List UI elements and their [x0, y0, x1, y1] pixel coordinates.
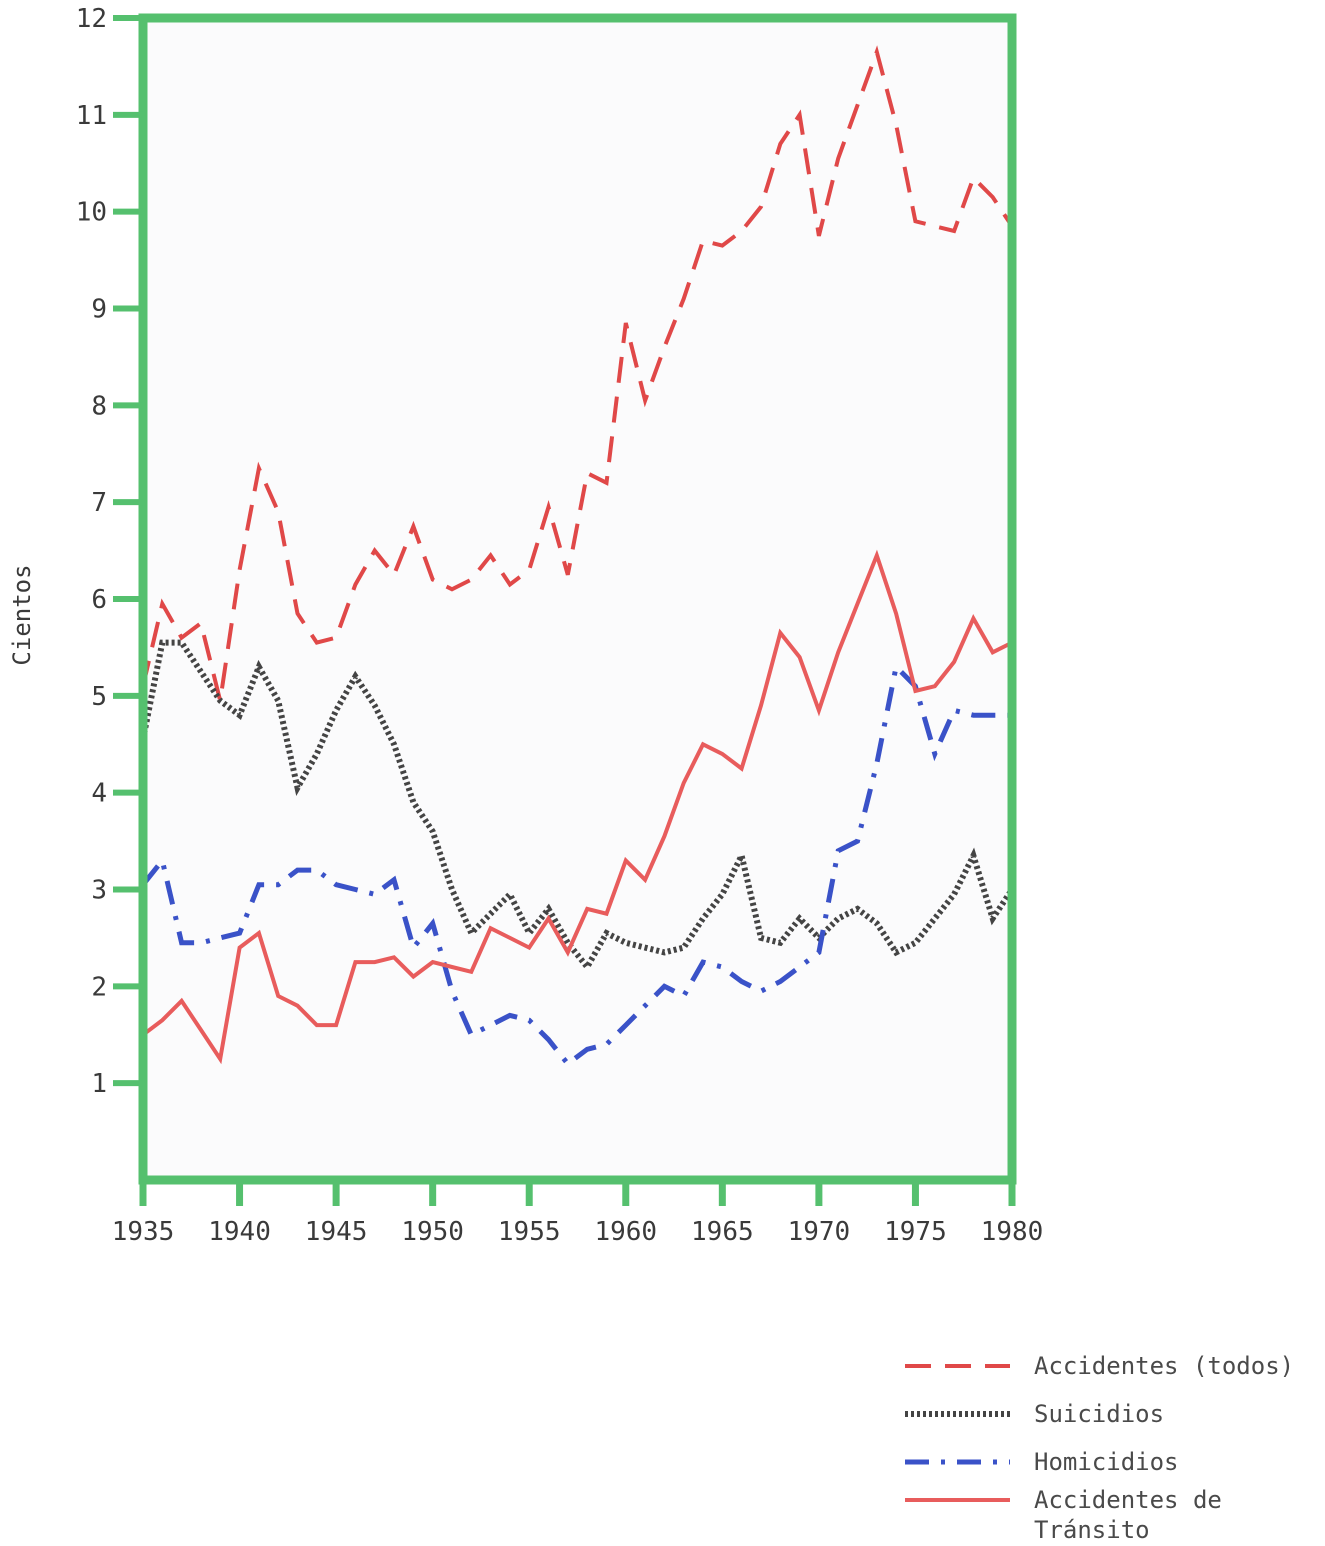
y-tick-label: 8 — [91, 391, 107, 421]
legend-label: Accidentes de Tránsito — [1034, 1486, 1222, 1544]
y-tick-label: 1 — [91, 1069, 107, 1099]
y-tick-label: 10 — [76, 198, 107, 228]
y-tick-label: 5 — [91, 682, 107, 712]
y-tick-label: 6 — [91, 585, 107, 615]
x-tick-label: 1935 — [112, 1217, 175, 1247]
x-tick-label: 1945 — [305, 1217, 368, 1247]
legend-label: Suicidios — [1034, 1400, 1164, 1428]
y-axis-label: Cientos — [8, 564, 36, 665]
legend-label: Homicidios — [1034, 1448, 1179, 1476]
x-tick-label: 1940 — [208, 1217, 271, 1247]
plot-area — [143, 18, 1012, 1180]
legend-label: Accidentes (todos) — [1034, 1352, 1294, 1380]
x-tick-label: 1950 — [401, 1217, 464, 1247]
y-tick-label: 2 — [91, 972, 107, 1002]
y-tick-label: 7 — [91, 488, 107, 518]
y-tick-label: 12 — [76, 4, 107, 34]
x-tick-label: 1970 — [788, 1217, 851, 1247]
y-tick-label: 9 — [91, 295, 107, 325]
series-line-1 — [141, 45, 1014, 702]
x-tick-label: 1980 — [981, 1217, 1044, 1247]
x-tick-label: 1975 — [884, 1217, 947, 1247]
legend: Accidentes (todos) Suicidios Homicidios Acc… — [905, 1352, 1294, 1544]
y-tick-label: 11 — [76, 101, 107, 131]
series-line-3 — [141, 661, 1012, 1068]
x-tick-label: 1965 — [691, 1217, 754, 1247]
y-tick-label: 3 — [91, 876, 107, 906]
series-line-4 — [141, 549, 1013, 1065]
x-tick-label: 1955 — [498, 1217, 561, 1247]
x-tick-label: 1960 — [594, 1217, 657, 1247]
y-tick-label: 4 — [91, 779, 107, 809]
series-line-2 — [140, 639, 1015, 973]
